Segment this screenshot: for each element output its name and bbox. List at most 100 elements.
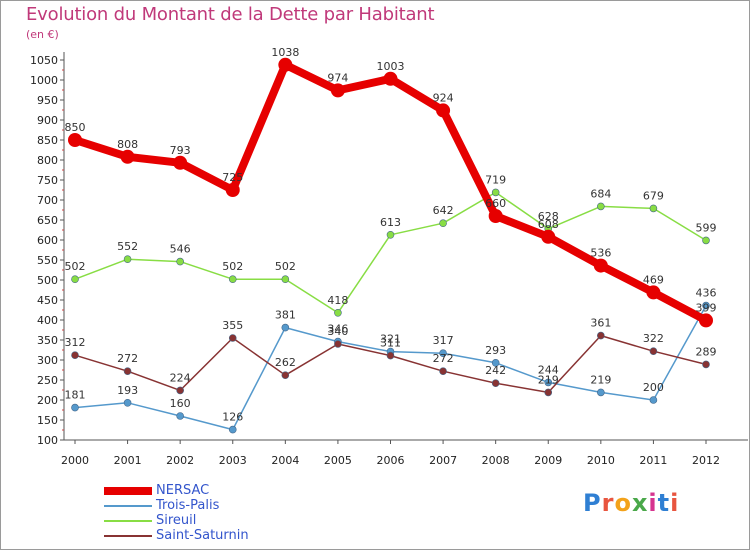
x-tick-label: 2006 <box>377 454 405 467</box>
data-point <box>176 412 184 420</box>
data-point <box>123 398 132 407</box>
y-tick-label: 800 <box>37 154 58 167</box>
data-point <box>228 425 237 434</box>
data-point <box>649 396 658 404</box>
data-label: 312 <box>65 336 86 349</box>
data-label: 399 <box>696 301 717 314</box>
data-label: 599 <box>696 221 717 234</box>
data-point <box>702 236 710 245</box>
x-tick-label: 2011 <box>639 454 667 467</box>
legend-item: Trois-Palis <box>104 498 324 513</box>
data-label: 381 <box>275 309 296 322</box>
x-tick-label: 2001 <box>114 454 142 467</box>
y-tick-label: 550 <box>37 254 58 267</box>
data-label: 502 <box>222 260 243 273</box>
legend-item: NERSAC <box>104 483 324 498</box>
x-tick-label: 2009 <box>534 454 562 467</box>
data-point <box>225 183 240 197</box>
data-label: 613 <box>380 216 401 229</box>
y-tick-label: 1050 <box>30 54 58 67</box>
data-label: 340 <box>327 325 348 338</box>
data-label: 502 <box>275 260 296 273</box>
data-label: 1003 <box>377 60 405 73</box>
data-label: 200 <box>643 381 664 394</box>
data-point <box>593 258 608 273</box>
y-tick-label: 350 <box>37 334 58 347</box>
y-tick-label: 900 <box>37 114 58 127</box>
data-label: 193 <box>117 384 138 397</box>
data-label: 126 <box>222 411 243 424</box>
data-point <box>173 155 188 170</box>
legend-label: NERSAC <box>156 483 210 498</box>
legend-label: Sireuil <box>156 513 197 528</box>
data-label: 289 <box>696 345 717 358</box>
data-point <box>228 334 237 342</box>
y-tick-label: 200 <box>37 394 58 407</box>
data-point <box>646 285 661 300</box>
data-label: 224 <box>170 371 191 384</box>
data-point <box>123 255 132 264</box>
data-label: 242 <box>485 364 506 377</box>
logo-letter: i <box>670 489 680 517</box>
data-label: 311 <box>380 337 401 350</box>
data-point <box>702 301 710 310</box>
data-label: 469 <box>643 273 664 286</box>
data-label: 924 <box>433 91 454 104</box>
legend-label: Trois-Palis <box>156 498 220 513</box>
y-tick-label: 1000 <box>30 74 58 87</box>
data-label: 346 <box>327 323 348 336</box>
x-tick-label: 2007 <box>429 454 457 467</box>
logo-letter: o <box>614 489 632 517</box>
data-label: 546 <box>170 243 191 256</box>
logo-letter: r <box>601 489 615 517</box>
data-label: 552 <box>117 240 138 253</box>
y-tick-label: 250 <box>37 374 58 387</box>
legend-swatch <box>104 535 152 537</box>
legend-item: Sireuil <box>104 513 324 528</box>
logo-letter: P <box>583 489 602 517</box>
y-tick-label: 500 <box>37 274 58 287</box>
y-tick-label: 400 <box>37 314 58 327</box>
data-point <box>68 133 82 147</box>
y-tick-label: 300 <box>37 354 58 367</box>
series-line-trois-palis <box>74 305 707 431</box>
data-label: 850 <box>65 121 86 134</box>
x-tick-label: 2010 <box>587 454 615 467</box>
data-point <box>439 219 447 227</box>
x-tick-label: 2002 <box>166 454 194 467</box>
data-point <box>281 323 290 332</box>
data-label: 684 <box>590 187 611 200</box>
data-label: 502 <box>65 260 86 273</box>
data-point <box>120 149 135 164</box>
series-line-nersac <box>73 60 708 324</box>
chart-title: Evolution du Montant de la Dette par Hab… <box>26 4 435 25</box>
data-label: 321 <box>380 333 401 346</box>
x-tick-label: 2005 <box>324 454 352 467</box>
data-label: 244 <box>538 363 559 376</box>
legend-label: Saint-Saturnin <box>156 528 249 543</box>
data-point <box>123 367 132 376</box>
data-point <box>334 340 342 348</box>
data-point <box>597 202 605 211</box>
data-point <box>71 403 79 412</box>
data-point <box>702 360 710 369</box>
data-label: 725 <box>222 171 243 184</box>
data-point <box>649 347 658 356</box>
data-label: 418 <box>327 294 348 307</box>
data-label: 642 <box>433 204 454 217</box>
unit-label: (en €) <box>26 28 59 41</box>
data-point <box>488 209 503 223</box>
data-label: 660 <box>485 197 506 210</box>
data-label: 719 <box>485 173 506 186</box>
data-label: 355 <box>222 319 243 332</box>
data-label: 160 <box>170 397 191 410</box>
data-point <box>436 103 451 118</box>
logo-letter: i <box>648 489 658 517</box>
proxiti-logo: Proxiti <box>583 489 679 517</box>
data-point <box>330 83 345 98</box>
data-label: 793 <box>170 144 191 157</box>
data-label: 679 <box>643 189 664 202</box>
data-point <box>176 257 184 266</box>
data-label: 628 <box>538 210 559 223</box>
